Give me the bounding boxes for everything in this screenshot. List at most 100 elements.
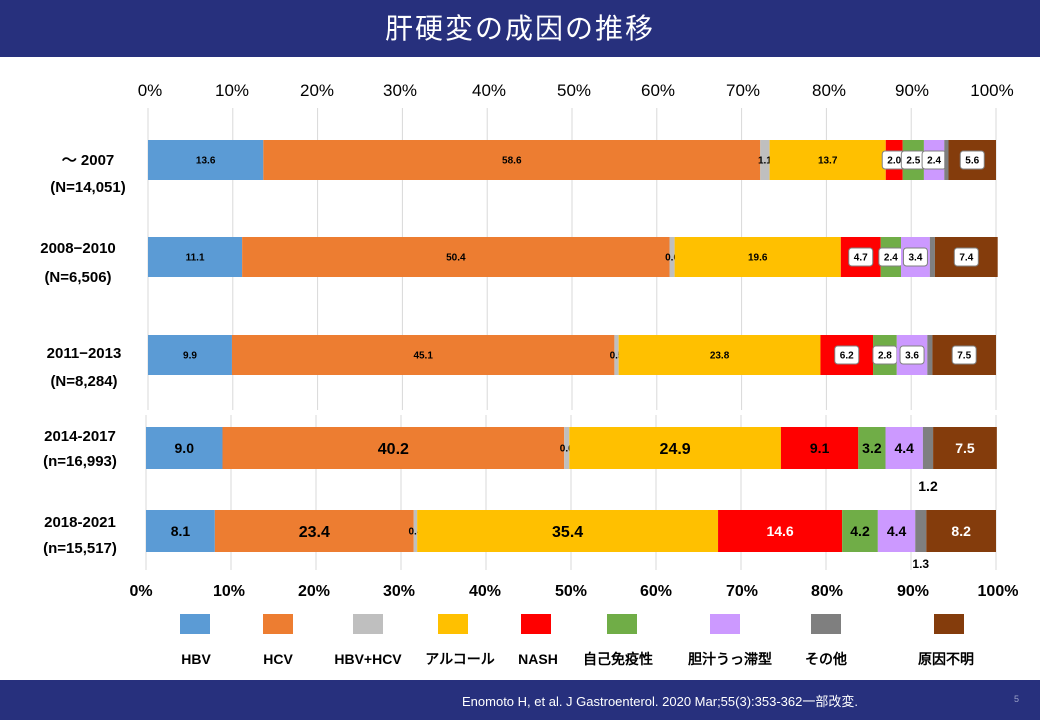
data-label: 24.9 (660, 441, 691, 458)
legend-swatch-HBV+HCV (353, 614, 383, 634)
data-label: 4.4 (887, 523, 907, 539)
data-label-box (899, 345, 925, 365)
category-label-n: (N=6,506) (44, 269, 111, 286)
data-label: 14.6 (766, 523, 793, 539)
category-label-period: 2011−2013 (47, 345, 122, 362)
page-number: 5 (1014, 694, 1020, 704)
x-tick-label-bottom: 80% (811, 583, 843, 600)
data-label: 2.4 (884, 253, 898, 264)
data-label: 35.4 (552, 524, 583, 541)
x-tick-label-bottom: 20% (298, 583, 330, 600)
x-tick-label-bottom: 90% (897, 583, 929, 600)
data-label: 7.4 (959, 253, 973, 264)
bar-segment-autoimmune (842, 510, 878, 552)
data-label: 58.6 (502, 156, 522, 167)
x-tick-label-bottom: 60% (640, 583, 672, 600)
data-label: 50.4 (446, 253, 466, 264)
stacked-bar-chart: 0% 10% 20% 30% 40% 50% 60% 70% 80% 90% 100% 0% 10% 20… (40, 81, 1019, 667)
data-label: 7.5 (957, 351, 971, 362)
legend-swatch-cholestatic (710, 614, 740, 634)
data-label: 5.6 (965, 156, 979, 167)
x-tick-label-bottom: 70% (726, 583, 758, 600)
x-tick-label-top: 20% (300, 81, 334, 100)
x-tick-label-top: 40% (472, 81, 506, 100)
category-label-period: ～ 2007 (62, 152, 115, 169)
legend-label-autoimmune: 自己免疫性 (583, 651, 653, 667)
data-label: 11.1 (186, 253, 205, 264)
bar-segment-cholestatic (885, 427, 923, 469)
legend-swatch-alcohol (438, 614, 468, 634)
category-label-n: (N=8,284) (50, 373, 117, 390)
data-label: 23.4 (299, 524, 330, 541)
x-tick-label-top: 30% (383, 81, 417, 100)
data-label-box (959, 150, 985, 170)
bar-segment-HBV+HCV (614, 335, 619, 375)
data-label: 2.4 (927, 156, 941, 167)
category-label-n: (n=15,517) (43, 540, 117, 557)
data-label: 13.6 (196, 156, 216, 167)
x-tick-label-top: 50% (557, 81, 591, 100)
data-label: 2.8 (878, 351, 892, 362)
data-label: 40.2 (378, 441, 409, 458)
data-label: 0.4 (408, 527, 422, 538)
slide-footer: Enomoto H, et al. J Gastroenterol. 2020 … (0, 680, 1040, 720)
bar-segment-HBV+HCV (564, 427, 570, 469)
data-label: 4.2 (850, 523, 870, 539)
x-tick-label-top: 80% (812, 81, 846, 100)
bar-segment-HCV (242, 237, 670, 277)
data-label: 8.2 (951, 523, 971, 539)
bar-segment-HCV (231, 335, 615, 375)
bar-segment-alcohol (674, 237, 841, 277)
data-label: 3.4 (908, 253, 922, 264)
bar-segment-HBV+HCV (760, 140, 770, 180)
bar-segment-HBV (148, 335, 232, 375)
bar-segment-NASH (780, 427, 859, 469)
bar-segment-other (915, 510, 927, 552)
bar-segment-autoimmune (858, 427, 886, 469)
bar-segment-other (944, 140, 949, 180)
legend-label-alcohol: アルコール (425, 651, 495, 667)
slide-title: 肝硬変の成因の推移 (384, 12, 655, 45)
data-label: 0.6 (560, 444, 574, 455)
category-label-period: 2008−2010 (40, 240, 116, 257)
citation: Enomoto H, et al. J Gastroenterol. 2020 … (462, 694, 858, 709)
data-label: 9.0 (175, 440, 195, 456)
data-label: 4.7 (854, 253, 868, 264)
data-label: 7.5 (955, 440, 975, 456)
x-tick-label-top: 60% (641, 81, 675, 100)
data-label: 3.2 (862, 440, 882, 456)
bar-segment-unknown (926, 510, 996, 552)
legend-swatch-other (811, 614, 841, 634)
data-label: 19.6 (748, 253, 768, 264)
legend-label-HCV: HCV (263, 651, 293, 667)
bar-segment-alcohol (569, 427, 781, 469)
data-label-box (848, 247, 874, 267)
bar-segment-HBV (148, 237, 243, 277)
data-label: 0.5 (610, 351, 624, 362)
category-label-n: (n=16,993) (43, 453, 117, 470)
bar-segment-other (929, 237, 935, 277)
x-tick-label-top: 100% (970, 81, 1013, 100)
legend-label-HBV: HBV (181, 651, 211, 667)
x-tick-label-top: 0% (138, 81, 163, 100)
x-tick-label-top: 90% (895, 81, 929, 100)
bar-segment-cholestatic (877, 510, 916, 552)
data-label: 1.2 (918, 478, 938, 494)
legend-swatch-HCV (263, 614, 293, 634)
category-label-period: 2018-2021 (44, 514, 116, 531)
bar-segment-alcohol (618, 335, 821, 375)
legend-label-cholestatic: 胆汁うっ滞型 (688, 651, 772, 667)
slide-header: 肝硬変の成因の推移 (0, 0, 1040, 57)
data-label: 9.9 (183, 351, 197, 362)
legend-swatch-autoimmune (607, 614, 637, 634)
data-label: 2.5 (906, 156, 920, 167)
x-tick-label-bottom: 100% (978, 583, 1019, 600)
legend-label-other: その他 (805, 651, 847, 667)
data-label: 6.2 (840, 351, 854, 362)
data-label: 1.3 (912, 557, 929, 571)
data-label-box (951, 345, 977, 365)
bar-segment-other (922, 427, 934, 469)
data-label-box (902, 247, 928, 267)
bar-segment-HCV (222, 427, 565, 469)
x-tick-label-bottom: 40% (469, 583, 501, 600)
